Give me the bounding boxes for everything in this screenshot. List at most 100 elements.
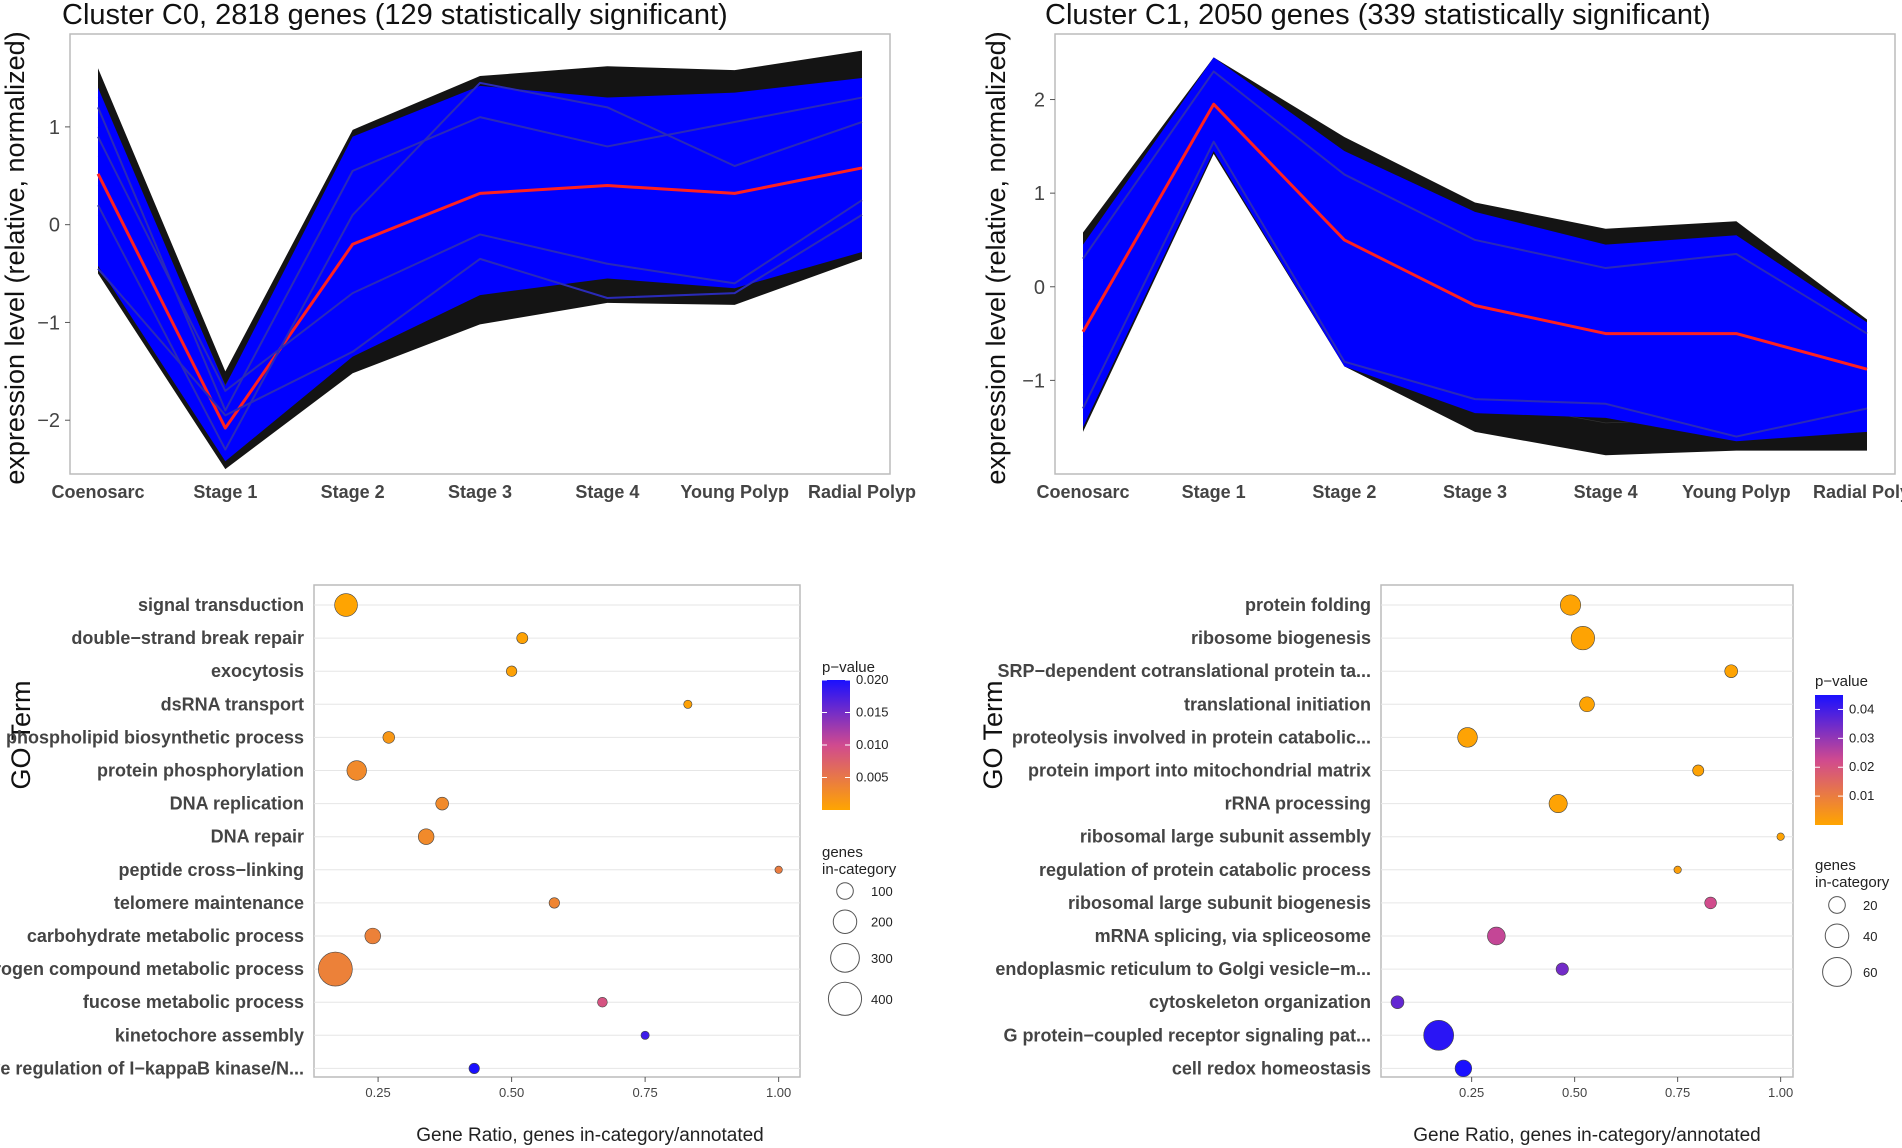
- go-terms-c0: signal transduction double−strand break …: [0, 595, 304, 1078]
- size-key-label: 40: [1863, 929, 1877, 944]
- go-term-label: cytoskeleton organization: [1149, 992, 1371, 1012]
- x-axis-label-go-c0: Gene Ratio, genes in-category/annotated: [416, 1125, 764, 1146]
- panel-c1-profile: Cluster C1, 2050 genes (339 statisticall…: [981, 0, 1902, 502]
- go-term-label: protein folding: [1245, 595, 1371, 615]
- size-key-label: 200: [871, 915, 893, 930]
- x-tick-label: 0.75: [632, 1085, 657, 1100]
- x-categories-c0: Coenosarc Stage 1 Stage 2 Stage 3 Stage …: [51, 482, 916, 502]
- legend-size-c0: genes in-category 100 200 300 400: [822, 844, 897, 1016]
- go-term-label: endoplasmic reticulum to Golgi vesicle−m…: [995, 959, 1371, 979]
- go-dots-c0: [318, 593, 783, 1074]
- go-term-label: rRNA processing: [1225, 794, 1371, 814]
- go-dot: [346, 760, 367, 781]
- go-dot: [1724, 664, 1738, 678]
- panel-c1-go-enrichment: GO Term protein folding ribosome biogene…: [978, 584, 1890, 1146]
- go-terms-c1: protein folding ribosome biogenesis SRP−…: [995, 595, 1371, 1078]
- size-key-circle: [1828, 896, 1846, 914]
- color-bar: [1815, 695, 1843, 825]
- y-tick-label: 2: [1034, 90, 1045, 112]
- y-tick-label: −1: [37, 312, 60, 334]
- size-key-circle: [1822, 957, 1852, 987]
- x-category-label: Radial Polyp: [1813, 482, 1902, 502]
- go-term-label: fucose metabolic process: [83, 992, 304, 1012]
- legend-title-size-line2: in-category: [822, 861, 897, 878]
- y-axis-label-c0: expression level (relative, normalized): [0, 31, 30, 484]
- size-key-label: 20: [1863, 898, 1877, 913]
- go-term-label: exocytosis: [211, 661, 304, 681]
- y-ticks-c1: −1 0 1 2: [1022, 90, 1055, 392]
- x-tick-label: 1.00: [766, 1085, 791, 1100]
- x-category-label: Stage 4: [575, 482, 639, 502]
- gridlines-go-c0: [314, 604, 800, 1069]
- go-term-label: SRP−dependent cotranslational protein ta…: [997, 661, 1371, 681]
- x-category-label: Young Polyp: [680, 482, 789, 502]
- go-term-label: double−strand break repair: [71, 628, 304, 648]
- x-category-label: Stage 3: [448, 482, 512, 502]
- x-ticks-go-c0: 0.25 0.50 0.75 1.00: [365, 1077, 791, 1100]
- y-axis-label-go-c0: GO Term: [6, 680, 36, 789]
- go-dot: [468, 1062, 480, 1074]
- go-dot: [640, 1030, 650, 1040]
- color-bar-tick: 0.04: [1849, 701, 1874, 716]
- x-category-label: Stage 1: [193, 482, 257, 502]
- size-key-circle: [1824, 923, 1850, 949]
- go-dot: [1579, 696, 1595, 713]
- significant-gene-line: [97, 81, 863, 451]
- size-key-circle: [830, 942, 860, 973]
- significant-gene-line: [1082, 140, 1868, 438]
- go-term-label: proteolysis involved in protein cataboli…: [1012, 727, 1371, 747]
- significant-gene-line: [97, 96, 863, 412]
- go-term-label: positive regulation of I−kappaB kinase/N…: [0, 1058, 304, 1078]
- go-dot: [1454, 1059, 1473, 1078]
- legend-pvalue-c0: p−value 0.005 0.010 0.015 0.020: [822, 659, 889, 810]
- go-term-label: carbohydrate metabolic process: [27, 926, 304, 946]
- x-category-label: Coenosarc: [51, 482, 144, 502]
- go-term-label: DNA replication: [170, 794, 304, 814]
- go-dot: [334, 593, 358, 617]
- go-dot: [1423, 1020, 1454, 1051]
- size-key-circle: [827, 981, 863, 1016]
- x-category-label: Stage 1: [1182, 482, 1246, 502]
- y-axis-label-c1: expression level (relative, normalized): [981, 31, 1011, 484]
- y-axis-label-go-c1: GO Term: [978, 680, 1008, 789]
- x-tick-label: 0.25: [1459, 1085, 1484, 1100]
- significant-genes-envelope: [98, 78, 862, 462]
- color-bar-ticks: 0.01 0.02 0.03 0.04: [1815, 701, 1874, 803]
- y-tick-label: 0: [49, 215, 60, 237]
- go-term-label: kinetochore assembly: [115, 1025, 304, 1045]
- go-term-label: ribosome biogenesis: [1191, 628, 1371, 648]
- series-layer-c0: [96, 81, 863, 451]
- go-dot: [774, 865, 783, 874]
- go-term-label: signal transduction: [138, 595, 304, 615]
- go-dot: [318, 951, 353, 987]
- go-term-label: ribosomal large subunit assembly: [1080, 827, 1371, 847]
- legend-title-size-line2: in-category: [1815, 874, 1890, 891]
- go-dot: [1673, 865, 1682, 874]
- y-tick-label: −2: [37, 410, 60, 432]
- chart-title-c1: Cluster C1, 2050 genes (339 statisticall…: [1045, 0, 1711, 31]
- go-dots-c1: [1390, 594, 1785, 1078]
- color-bar-tick: 0.020: [856, 672, 889, 687]
- go-dot: [1776, 832, 1785, 841]
- legend-size-c1: genes in-category 20 40 60: [1815, 857, 1890, 987]
- color-bar-tick: 0.005: [856, 770, 889, 785]
- go-term-label: ribosomal large subunit biogenesis: [1068, 893, 1371, 913]
- panel-c0-go-enrichment: GO Term signal transduction double−stran…: [0, 584, 897, 1146]
- plot-frame-c1: [1054, 33, 1896, 475]
- go-dot: [1704, 896, 1717, 910]
- significant-gene-line: [97, 136, 863, 392]
- y-tick-label: 0: [1034, 277, 1045, 299]
- x-category-label: Coenosarc: [1036, 482, 1129, 502]
- x-category-label: Stage 3: [1443, 482, 1507, 502]
- chart-title-c0: Cluster C0, 2818 genes (129 statisticall…: [62, 0, 728, 31]
- go-term-label: protein phosphorylation: [97, 761, 304, 781]
- legend-title-pvalue: p−value: [822, 659, 875, 676]
- x-category-label: Young Polyp: [1682, 482, 1791, 502]
- go-term-label: nitrogen compound metabolic process: [0, 959, 304, 979]
- envelope-layer-c1: [1082, 57, 1868, 456]
- go-dot: [1390, 995, 1405, 1009]
- size-key-circle: [836, 882, 854, 900]
- go-dot: [683, 699, 693, 709]
- panel-c0-profile: Cluster C0, 2818 genes (129 statisticall…: [0, 0, 916, 502]
- legend-title-pvalue: p−value: [1815, 673, 1868, 690]
